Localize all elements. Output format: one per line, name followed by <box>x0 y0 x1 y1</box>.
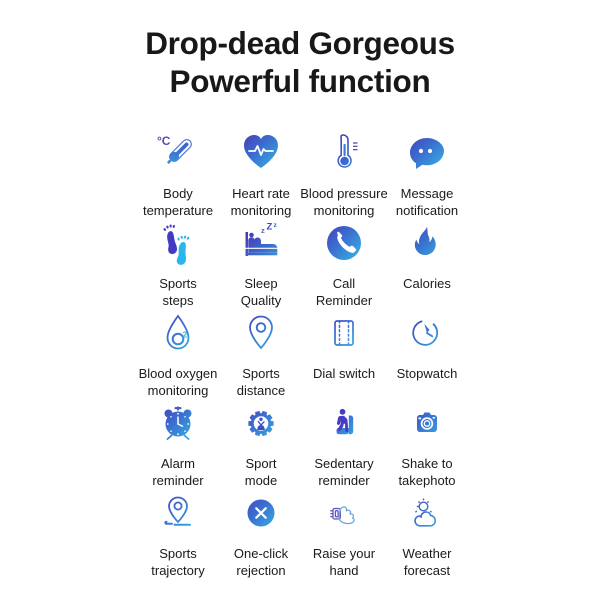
svg-text:Z: Z <box>267 222 273 233</box>
svg-text:2: 2 <box>183 330 188 340</box>
svg-text:z: z <box>274 222 278 229</box>
svg-text:°C: °C <box>157 134 171 148</box>
svg-text:z: z <box>261 226 265 235</box>
